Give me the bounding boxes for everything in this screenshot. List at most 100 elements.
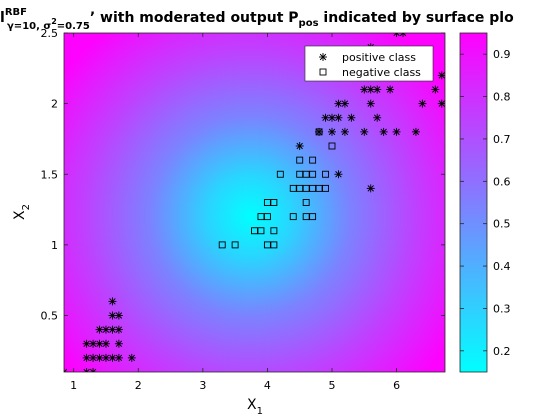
negative-point (309, 170, 317, 178)
positive-point (295, 142, 304, 150)
positive-point (327, 127, 336, 136)
positive-point (114, 339, 123, 348)
negative-point (296, 184, 304, 192)
x-axis-label: X1 (247, 397, 263, 417)
positive-point (334, 113, 343, 122)
y-axis-ticks: 0.5 1 1.5 2 2.5 (41, 27, 445, 323)
legend-positive-marker (319, 53, 327, 61)
positive-point (114, 311, 123, 320)
negative-point (270, 227, 278, 235)
negative-point (296, 156, 304, 164)
y-tick-label: 0.5 (41, 310, 59, 323)
colorbar-tick-label: 0.9 (493, 48, 511, 61)
x-tick-label: 3 (199, 379, 206, 392)
positive-point (379, 127, 388, 136)
colorbar-tick-label: 0.7 (493, 133, 511, 146)
negative-point (257, 227, 265, 235)
negative-point (302, 184, 310, 192)
colorbar-tick-label: 0.4 (493, 260, 511, 273)
positive-point (418, 99, 427, 108)
colorbar (459, 32, 488, 373)
y-axis-label: X2 (12, 204, 32, 220)
positive-point (373, 113, 382, 122)
positive-point (108, 353, 117, 362)
positive-point (366, 85, 375, 94)
negative-point (309, 184, 317, 192)
x-axis-ticks: 1 2 3 4 5 6 (70, 33, 400, 392)
chart-title: lRBF γ=10, σ2=0.75’ with moderated output… (0, 7, 514, 32)
legend-positive-label: positive class (342, 51, 416, 64)
legend-square-marker (319, 68, 327, 76)
negative-point (296, 170, 304, 178)
negative-point (289, 213, 297, 221)
negative-point (263, 241, 271, 249)
positive-point (366, 99, 375, 108)
y-tick-label: 1.5 (41, 168, 59, 181)
positive-point (340, 99, 349, 108)
negative-point (231, 241, 239, 249)
positive-point (89, 368, 98, 372)
positive-point (437, 71, 445, 80)
positive-point (114, 353, 123, 362)
negative-point (322, 170, 329, 178)
positive-point (64, 368, 68, 372)
legend-asterisk-marker (319, 53, 327, 61)
negative-point (276, 170, 284, 178)
positive-point (108, 297, 117, 306)
negative-point (218, 241, 226, 249)
y-tick-label: 2 (51, 98, 58, 111)
colorbar-tick-label: 0.5 (493, 218, 511, 231)
x-tick-label: 5 (328, 379, 335, 392)
negative-point (309, 213, 317, 221)
y-tick-label: 1 (51, 239, 58, 252)
x-tick-label: 2 (135, 379, 142, 392)
negative-point (322, 184, 329, 192)
x-tick-label: 1 (70, 379, 77, 392)
positive-point (101, 339, 110, 348)
negative-point (328, 142, 336, 150)
negative-point (270, 199, 278, 206)
positive-point (340, 127, 349, 136)
negative-point (289, 184, 297, 192)
colorbar-tick-label: 0.8 (493, 91, 511, 104)
positive-point (360, 85, 369, 94)
positive-point (89, 353, 98, 362)
positive-point (127, 353, 136, 362)
positive-point (431, 85, 440, 94)
positive-point (347, 113, 356, 122)
legend: positive class negative class (304, 45, 434, 82)
positive-point (373, 85, 382, 94)
negative-point (302, 170, 310, 178)
positive-point (114, 325, 123, 334)
colorbar-ticks: 0.2 0.3 0.4 0.5 0.6 0.7 0.8 0.9 (460, 48, 511, 358)
colorbar-tick-label: 0.3 (493, 302, 511, 315)
legend-negative-marker (319, 68, 327, 76)
positive-point (386, 85, 395, 94)
negative-point (309, 156, 317, 164)
positive-point (392, 127, 401, 136)
negative-point (302, 199, 310, 206)
plot-frame (63, 32, 446, 373)
positive-point (366, 184, 375, 193)
x-tick-label: 4 (264, 379, 271, 392)
positive-point (360, 127, 369, 136)
negative-point (263, 199, 271, 206)
probability-surface (64, 33, 445, 372)
negative-point (302, 213, 310, 221)
negative-point (263, 213, 271, 221)
colorbar-tick-label: 0.6 (493, 175, 511, 188)
negative-point (270, 241, 278, 249)
negative-point (315, 184, 323, 192)
colorbar-tick-label: 0.2 (493, 345, 511, 358)
positive-point (82, 368, 91, 372)
positive-point (334, 170, 343, 179)
negative-point (315, 128, 323, 136)
positive-point (411, 127, 420, 136)
positive-point (437, 99, 445, 108)
negative-point (251, 227, 258, 235)
negative-point (257, 213, 265, 221)
y-tick-label: 2.5 (41, 27, 59, 40)
legend-negative-label: negative class (342, 66, 421, 79)
x-tick-label: 6 (393, 379, 400, 392)
